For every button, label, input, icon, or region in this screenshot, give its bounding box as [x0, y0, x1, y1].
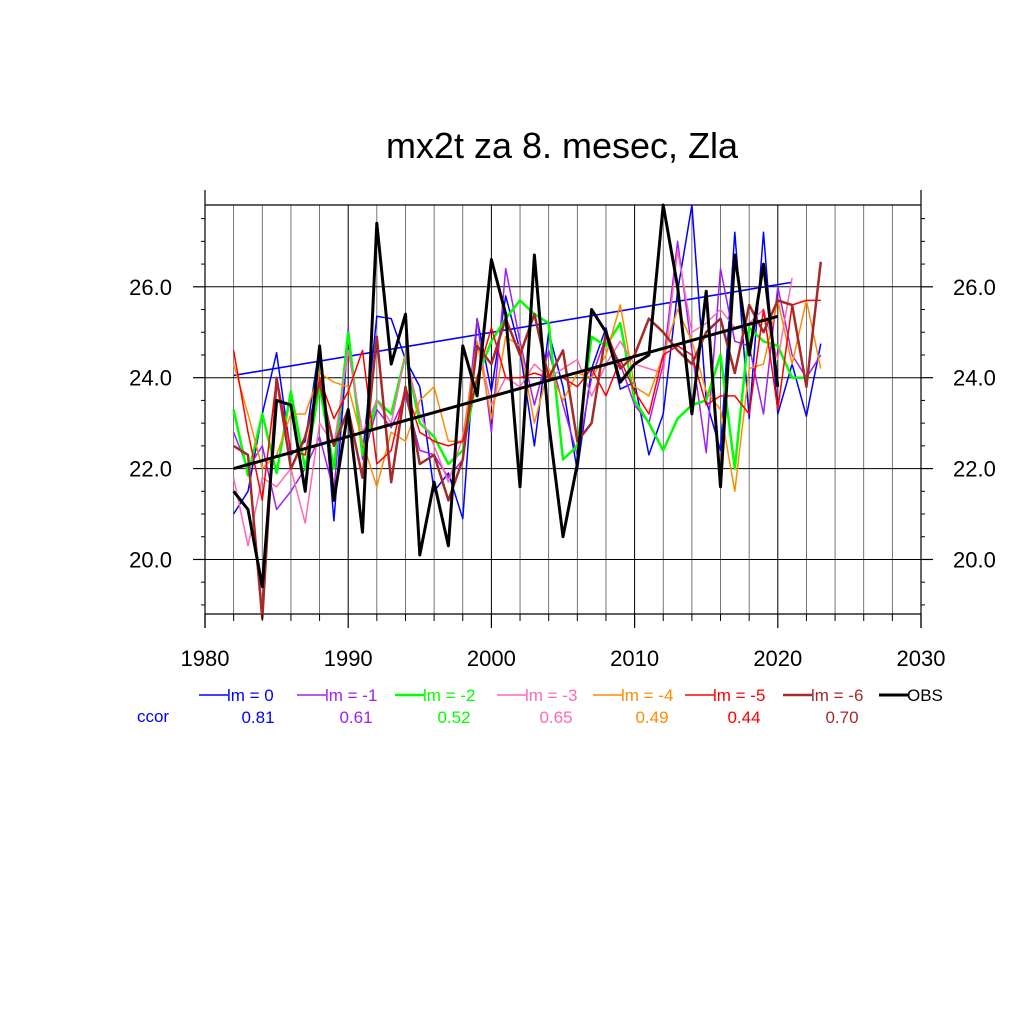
ccor-label: ccor — [137, 707, 169, 726]
y-tick-label-right: 24.0 — [953, 366, 996, 391]
legend-label: lm = -3 — [525, 686, 577, 705]
legend-ccor: 0.65 — [539, 708, 572, 727]
x-tick-label: 2020 — [753, 646, 802, 671]
series-line — [232, 203, 780, 589]
series-line — [232, 204, 822, 522]
legend-ccor: 0.49 — [635, 708, 668, 727]
trend-line — [233, 281, 793, 377]
legend-ccor: 0.81 — [241, 708, 274, 727]
series-lines — [232, 203, 823, 620]
legend-label: lm = 0 — [227, 686, 274, 705]
y-tick-label-right: 26.0 — [953, 275, 996, 300]
y-tick-label-right: 22.0 — [953, 457, 996, 482]
x-tick-label: 2010 — [610, 646, 659, 671]
legend-label: lm = -6 — [811, 686, 863, 705]
x-tick-label: 2000 — [467, 646, 516, 671]
legend-label: OBS — [907, 686, 943, 705]
legend-label: lm = -4 — [621, 686, 673, 705]
x-tick-label: 2030 — [897, 646, 946, 671]
series-line — [232, 261, 823, 620]
trend-line — [233, 314, 779, 471]
legend-ccor: 0.70 — [825, 708, 858, 727]
plot-frame — [204, 190, 922, 628]
y-axis: 20.0 20.0 22.0 22.0 24.0 24.0 26.0 26.0 — [129, 218, 996, 606]
legend-ccor: 0.52 — [437, 708, 470, 727]
x-tick-label: 1990 — [324, 646, 373, 671]
legend-ccor: 0.61 — [339, 708, 372, 727]
y-tick-label-left: 22.0 — [129, 457, 172, 482]
y-tick-label-left: 20.0 — [129, 547, 172, 572]
legend-label: lm = -1 — [325, 686, 377, 705]
legend: ccor lm = 0 0.81 lm = -1 0.61 lm = -2 0.52 lm =… — [137, 686, 943, 727]
y-tick-label-right: 20.0 — [953, 547, 996, 572]
legend-label: lm = -2 — [423, 686, 475, 705]
legend-ccor: 0.44 — [727, 708, 760, 727]
chart-title: mx2t za 8. mesec, Zla — [386, 125, 739, 166]
x-tick-label: 1980 — [181, 646, 230, 671]
y-tick-label-left: 26.0 — [129, 275, 172, 300]
legend-label: lm = -5 — [713, 686, 765, 705]
y-tick-label-left: 24.0 — [129, 366, 172, 391]
grid — [205, 204, 921, 615]
x-axis: 1980 1990 2000 2010 2020 2030 — [181, 614, 946, 671]
